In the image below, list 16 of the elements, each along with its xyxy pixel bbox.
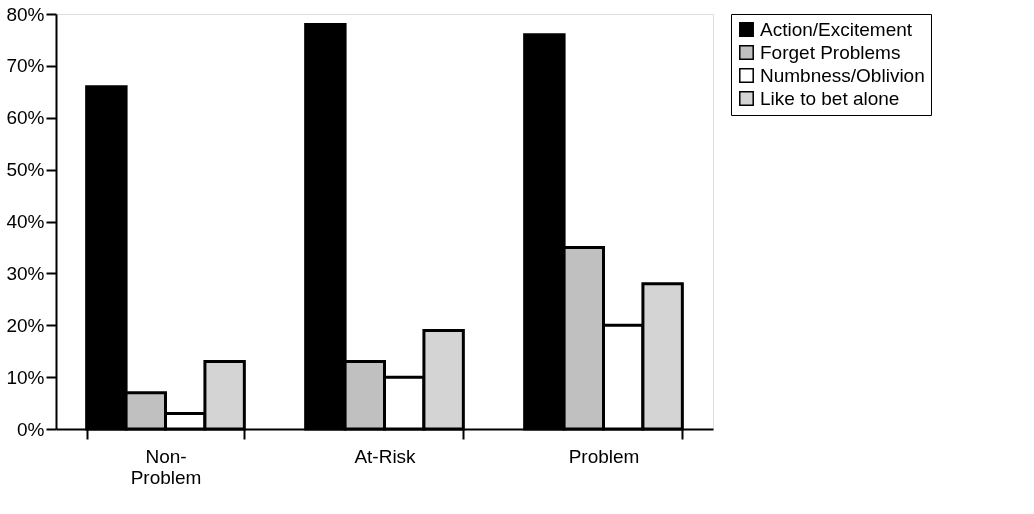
legend-label: Like to bet alone (760, 87, 900, 109)
legend-label: Numbness/Oblivion (760, 64, 925, 86)
y-tick-label: 0% (17, 418, 45, 440)
x-tick-label: Problem (568, 445, 640, 467)
x-tick-label: Non-Problem (130, 445, 202, 488)
y-tick-label: 50% (6, 159, 45, 181)
y-tick-label: 30% (6, 262, 45, 284)
y-tick-label: 70% (6, 55, 45, 77)
legend-label: Action/Excitement (760, 18, 913, 40)
y-tick-label: 10% (6, 366, 45, 388)
y-tick-label: 20% (6, 314, 45, 336)
y-tick-label: 60% (6, 107, 45, 129)
y-tick-label: 40% (6, 211, 45, 232)
x-tick-label: At-Risk (354, 445, 417, 467)
y-tick-label: 80% (6, 3, 45, 25)
legend-label: Forget Problems (760, 41, 901, 63)
